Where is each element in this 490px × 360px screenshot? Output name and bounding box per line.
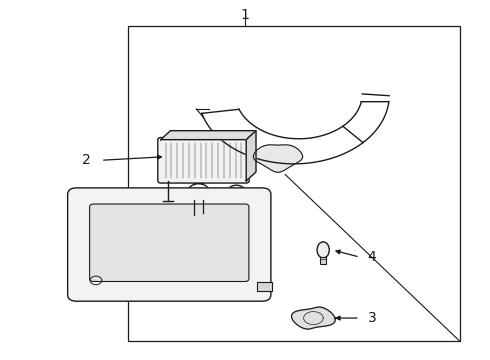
FancyBboxPatch shape	[90, 204, 249, 282]
Text: 1: 1	[241, 8, 249, 22]
Text: 3: 3	[368, 311, 376, 325]
Text: 2: 2	[82, 153, 91, 167]
Polygon shape	[161, 131, 256, 140]
Polygon shape	[292, 307, 335, 329]
FancyBboxPatch shape	[158, 138, 249, 183]
Ellipse shape	[317, 242, 329, 258]
Text: 4: 4	[368, 250, 376, 264]
Polygon shape	[253, 145, 303, 172]
Polygon shape	[246, 131, 256, 181]
FancyBboxPatch shape	[68, 188, 271, 301]
Bar	[257, 282, 272, 291]
Polygon shape	[76, 194, 270, 295]
Bar	[320, 257, 326, 264]
Bar	[128, 26, 460, 341]
